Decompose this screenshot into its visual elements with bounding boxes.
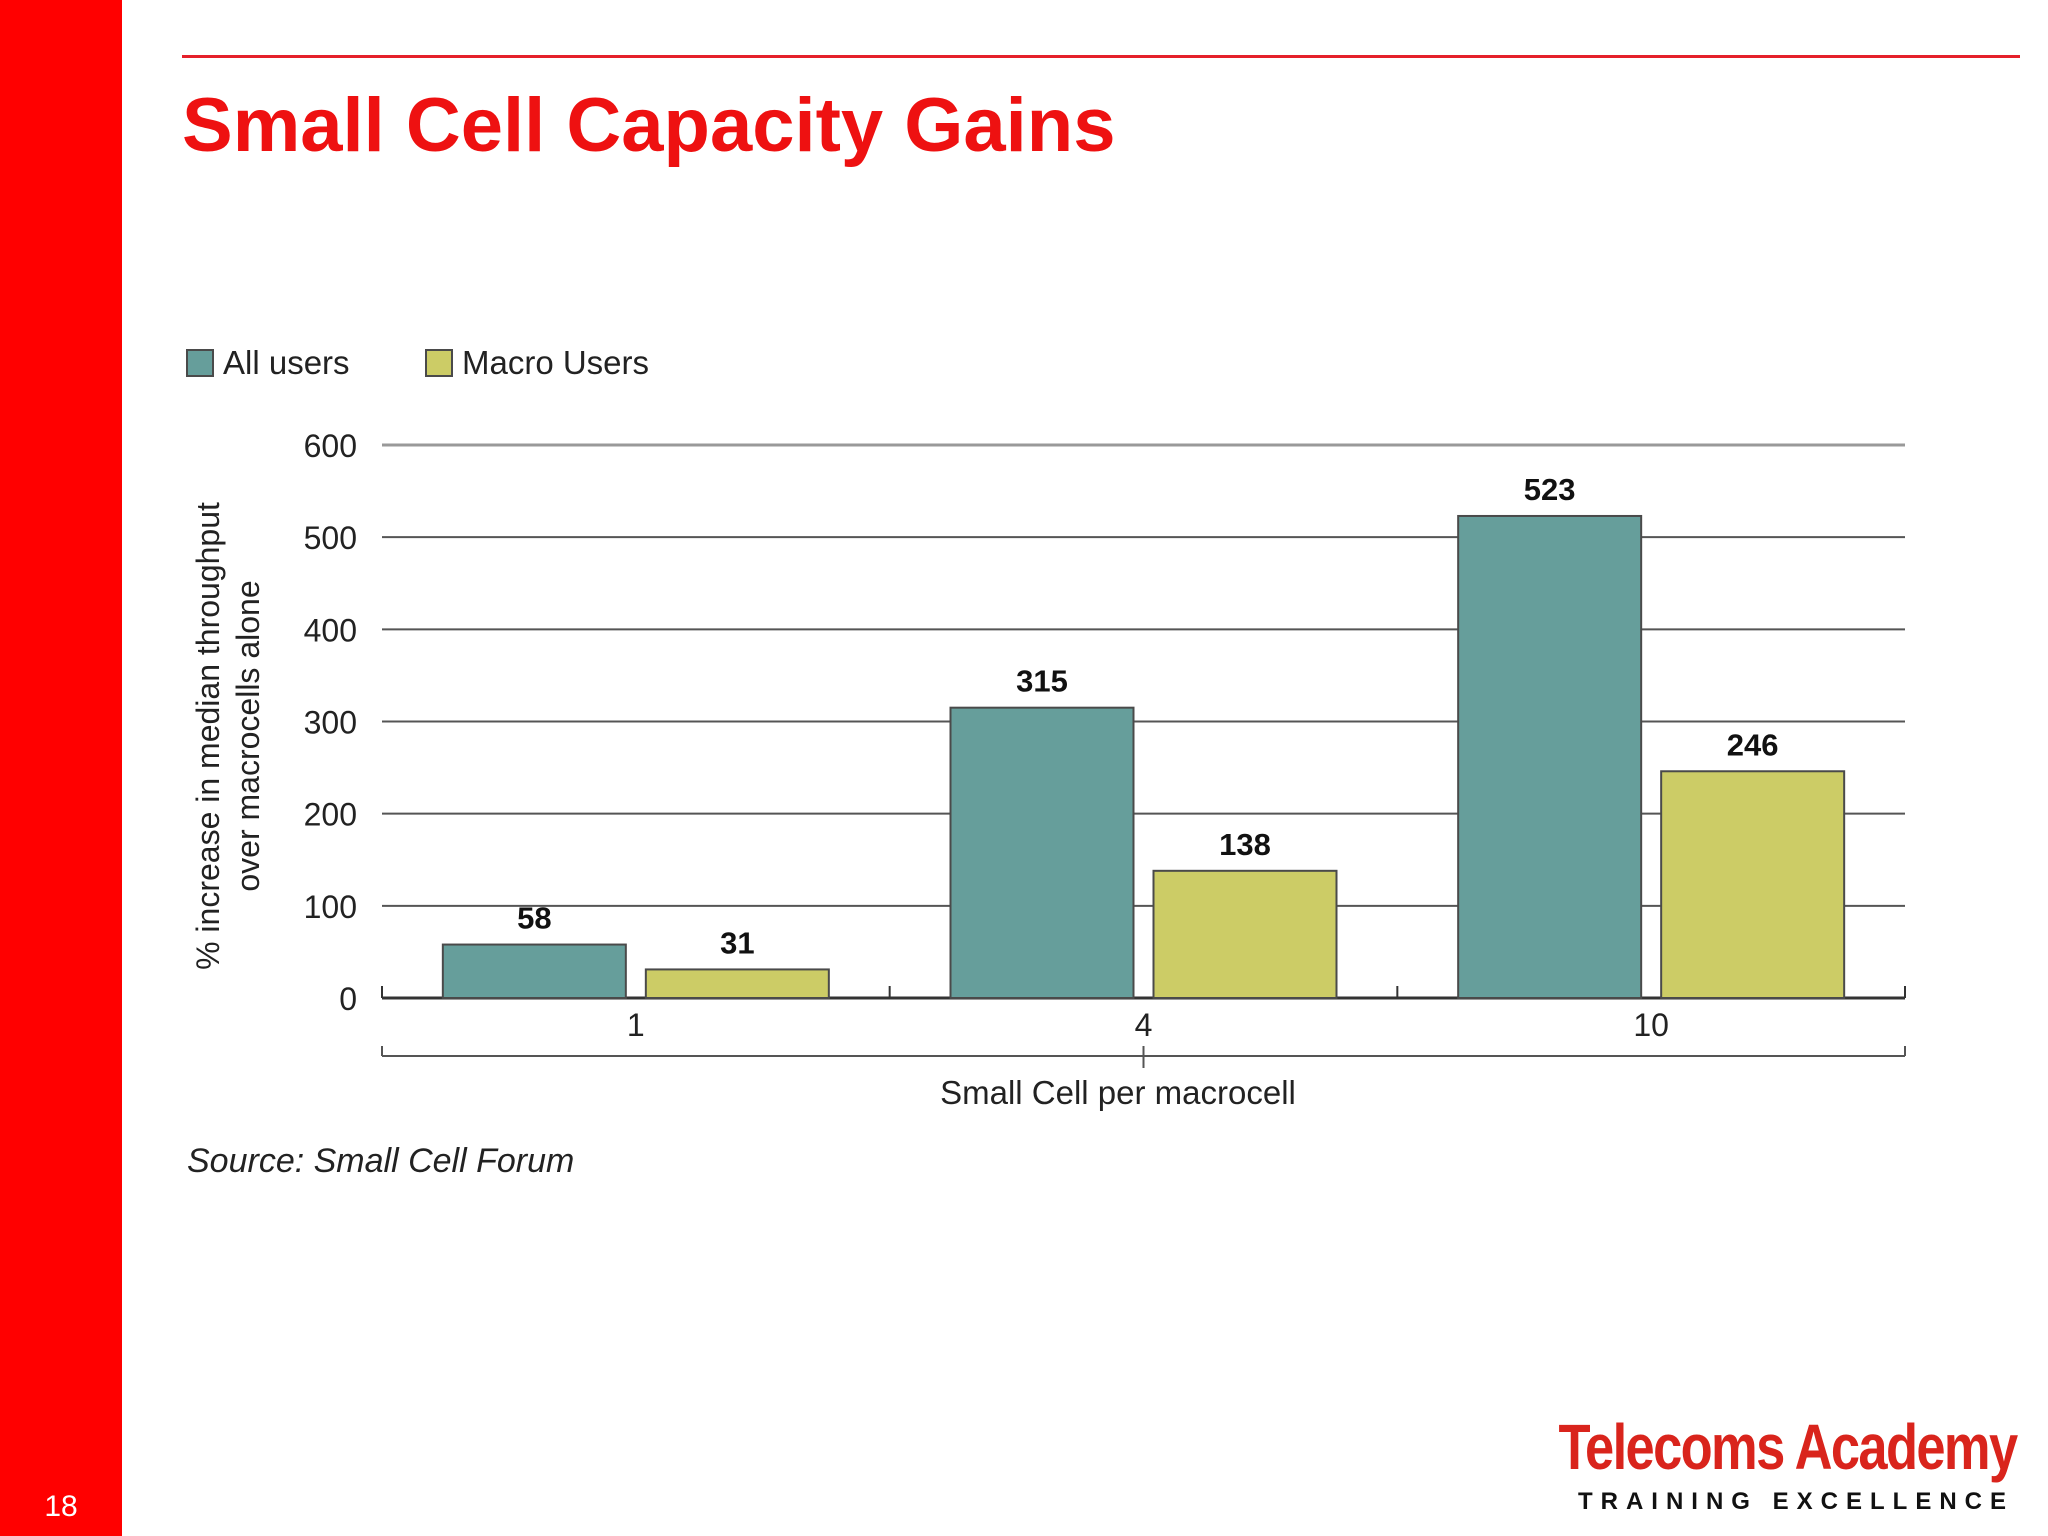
bar (644, 968, 830, 1000)
bar (1152, 869, 1338, 999)
data-label: 523 (1524, 472, 1576, 507)
bar (1457, 514, 1643, 999)
x-tick-label: 4 (1135, 1007, 1153, 1043)
sidebar-band (0, 0, 122, 1536)
y-tick-label: 0 (339, 981, 357, 1017)
legend-label: All users (223, 344, 350, 381)
source-note: Source: Small Cell Forum (187, 1142, 575, 1180)
logo-tagline: TRAINING EXCELLENCE (1577, 1488, 2014, 1515)
data-label: 138 (1219, 827, 1271, 862)
x-tick-label: 10 (1633, 1007, 1669, 1043)
legend-swatch (425, 349, 453, 377)
y-tick-label: 100 (304, 889, 357, 925)
y-tick-label: 200 (304, 797, 357, 833)
slide-number: 18 (44, 1490, 78, 1523)
data-label: 58 (517, 901, 551, 936)
y-tick-label: 400 (304, 612, 357, 648)
y-axis-label-line: over macrocells alone (230, 580, 266, 891)
y-tick-label: 300 (304, 705, 357, 741)
x-axis-label: Small Cell per macrocell (940, 1074, 1296, 1111)
bar (1660, 770, 1846, 1000)
bar (441, 943, 627, 999)
y-axis-label-line: % increase in median throughput (190, 502, 226, 970)
legend-label: Macro Users (462, 344, 649, 381)
data-label: 315 (1016, 664, 1068, 699)
logo-wordmark: Telecoms Academy (1558, 1411, 2018, 1483)
bar (949, 706, 1135, 999)
y-tick-label: 600 (304, 428, 357, 464)
y-tick-label: 500 (304, 520, 357, 556)
y-axis-label: % increase in median throughput over macr… (190, 502, 266, 970)
legend-swatch (186, 349, 214, 377)
x-tick-label: 1 (627, 1007, 645, 1043)
data-label: 246 (1727, 727, 1779, 762)
top-rule (182, 55, 2020, 58)
slide-title: Small Cell Capacity Gains (182, 83, 1116, 168)
data-label: 31 (720, 925, 754, 960)
